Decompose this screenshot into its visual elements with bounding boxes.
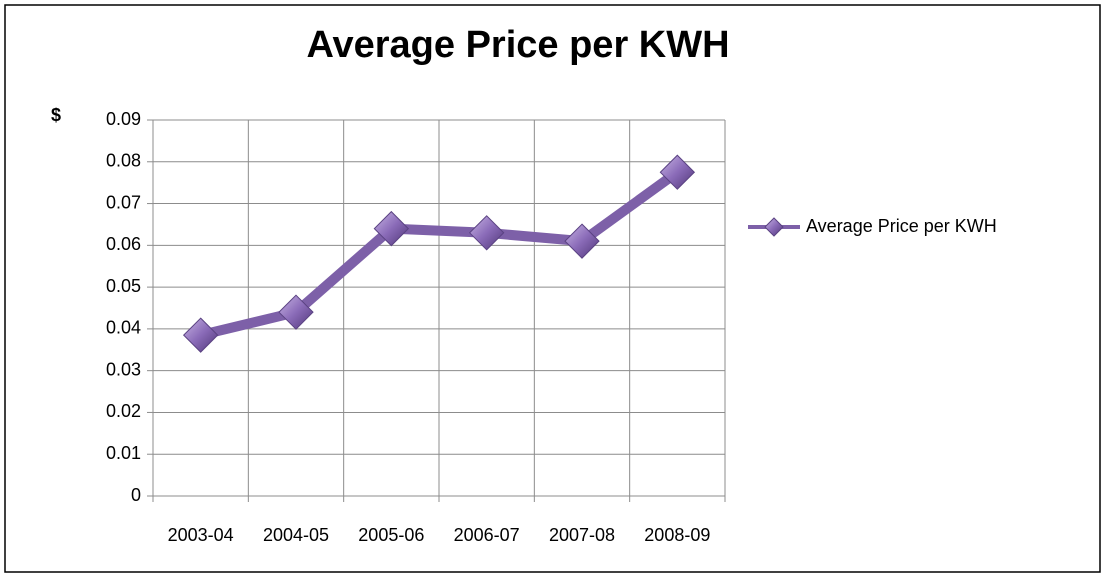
- y-tick-label: 0.04: [106, 318, 141, 338]
- x-tick-label: 2006-07: [454, 525, 520, 545]
- marker: [278, 294, 314, 330]
- y-tick-label: 0.05: [106, 276, 141, 296]
- chart-border: [4, 4, 1101, 573]
- x-tick-label: 2005-06: [358, 525, 424, 545]
- y-axis-label: $: [51, 105, 61, 125]
- x-tick-label: 2004-05: [263, 525, 329, 545]
- marker: [564, 223, 600, 259]
- y-tick-label: 0.07: [106, 192, 141, 212]
- y-tick-label: 0.02: [106, 401, 141, 421]
- y-tick-label: 0.01: [106, 443, 141, 463]
- legend-marker: [764, 217, 784, 237]
- series-line: [199, 168, 681, 341]
- x-tick-label: 2003-04: [168, 525, 234, 545]
- x-tick-label: 2008-09: [644, 525, 710, 545]
- marker: [373, 210, 410, 247]
- y-tick-label: 0.06: [106, 234, 141, 254]
- marker: [468, 215, 505, 251]
- x-tick-label: 2007-08: [549, 525, 615, 545]
- y-tick-label: 0.09: [106, 109, 141, 129]
- chart-title: Average Price per KWH: [306, 24, 729, 66]
- marker: [182, 317, 219, 353]
- y-tick-label: 0.08: [106, 151, 141, 171]
- y-tick-label: 0: [131, 485, 141, 505]
- legend-label: Average Price per KWH: [806, 216, 997, 236]
- marker: [659, 154, 696, 190]
- y-tick-label: 0.03: [106, 359, 141, 379]
